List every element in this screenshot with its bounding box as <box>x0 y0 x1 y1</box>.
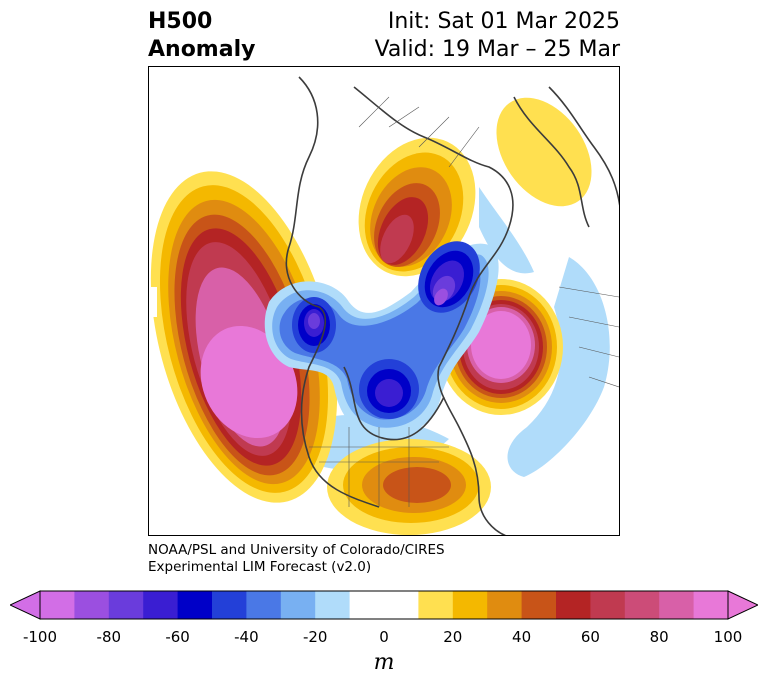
anomaly-region-atlantic-blue <box>507 257 610 477</box>
anomaly-pacific-l8 <box>200 325 298 439</box>
colorbar-tick-label: 0 <box>379 628 389 646</box>
anomaly-neg-hudson-l6 <box>375 379 403 407</box>
colorbar-bin <box>556 591 591 619</box>
colorbar-tick-label: 100 <box>713 628 743 646</box>
colorbar-tick-label: 40 <box>512 628 532 646</box>
colorbar-bin <box>487 591 523 619</box>
colorbar <box>10 590 758 620</box>
colorbar-bin <box>108 591 144 619</box>
colorbar-bin <box>590 591 626 619</box>
map-title: H500 Anomaly <box>148 8 255 64</box>
colorbar-bin <box>384 591 419 619</box>
colorbar-bin <box>349 591 385 619</box>
colorbar-border <box>39 590 729 620</box>
anomaly-neg-baffin-l8 <box>434 288 448 306</box>
map-canvas <box>149 76 619 535</box>
colorbar-tick-label: -100 <box>22 628 58 646</box>
colorbar-unit: m <box>373 650 395 675</box>
colorbar-bin <box>315 591 351 619</box>
colorbar-bin <box>624 591 660 619</box>
colorbar-bin <box>74 591 110 619</box>
title-type: Anomaly <box>148 37 256 62</box>
valid-range: Valid: 19 Mar – 25 Mar <box>374 37 620 62</box>
colorbar-bin <box>693 591 729 619</box>
colorbar-bin <box>418 591 454 619</box>
borders <box>309 96 619 507</box>
colorbar-bin <box>143 591 179 619</box>
credit-line-1: NOAA/PSL and University of Colorado/CIRE… <box>148 542 445 558</box>
white-gap <box>149 287 157 317</box>
colorbar-tick-label: -60 <box>165 628 190 646</box>
credit-line-2: Experimental LIM Forecast (v2.0) <box>148 559 372 575</box>
anomaly-atlantic-l8 <box>471 311 531 379</box>
colorbar-bin <box>521 591 557 619</box>
colorbar-tick-label: -40 <box>234 628 259 646</box>
colorbar-bin <box>280 591 316 619</box>
colorbar-tick-label: -80 <box>96 628 122 646</box>
colorbar-bin <box>177 591 213 619</box>
colorbar-bin <box>659 591 695 619</box>
colorbar-tick-label: -20 <box>302 628 328 646</box>
colorbar-tick-label: 80 <box>649 628 669 646</box>
colorbar-extend-low <box>10 590 41 620</box>
colorbar-bin <box>246 591 282 619</box>
colorbar-bin <box>40 591 75 619</box>
anomaly-greenland-yellow <box>496 97 592 207</box>
anomaly-arctic-l6 <box>380 214 414 264</box>
colorbar-tick-label: 60 <box>580 628 600 646</box>
credit-text: NOAA/PSL and University of Colorado/CIRE… <box>148 542 445 576</box>
init-date: Init: Sat 01 Mar 2025 <box>387 9 620 34</box>
anomaly-map <box>148 66 620 536</box>
colorbar-tick-label: 20 <box>443 628 463 646</box>
anomaly-gulf-l4 <box>383 467 451 503</box>
anomaly-neg-center-l7 <box>308 313 320 329</box>
forecast-dates: Init: Sat 01 Mar 2025 Valid: 19 Mar – 25… <box>375 8 620 64</box>
colorbar-bin <box>212 591 247 619</box>
colorbar-extend-high <box>727 590 758 620</box>
title-variable: H500 <box>148 9 213 34</box>
colorbar-bin <box>452 591 488 619</box>
